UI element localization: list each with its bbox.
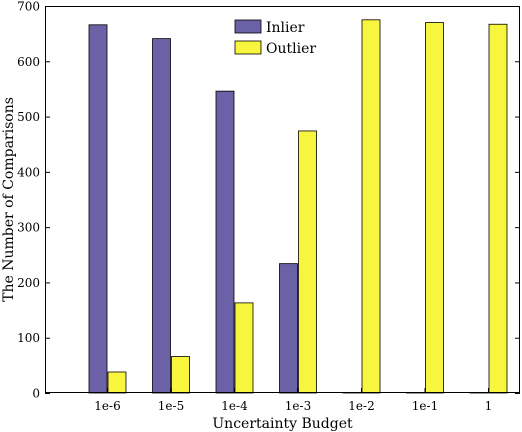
- x-tick-label: 1e-6: [94, 399, 120, 413]
- bar-outlier-1e-6: [107, 371, 127, 394]
- x-tick-label: 1e-3: [285, 399, 311, 413]
- x-tick-label: 1e-5: [158, 399, 184, 413]
- bar-outlier-1: [488, 23, 508, 394]
- y-axis-label: The Number of Comparisons: [1, 97, 17, 302]
- y-tick-label: 100: [17, 331, 40, 345]
- y-tick-label: 300: [17, 221, 40, 235]
- axes-box: [45, 6, 520, 393]
- x-tick-label: 1e-2: [348, 399, 374, 413]
- y-tick-label: 500: [17, 110, 40, 124]
- bars-layer: [88, 19, 508, 394]
- bar-outlier-1e-1: [425, 22, 444, 394]
- bar-inlier-1e-5: [152, 38, 171, 394]
- legend-swatch-outlier: [234, 40, 262, 55]
- x-axis-label: Uncertainty Budget: [212, 416, 353, 432]
- bar-outlier-1e-3: [298, 130, 317, 394]
- bar-outlier-1e-5: [171, 356, 190, 394]
- y-tick-label: 600: [17, 55, 40, 69]
- y-axis-ticks: 0 100 200 300 400 500 600 700: [17, 0, 520, 401]
- legend-label-outlier: Outlier: [266, 41, 316, 57]
- bar-inlier-1e-3: [279, 263, 298, 394]
- x-tick-label: 1: [485, 399, 493, 413]
- bar-inlier-1e-6: [88, 24, 108, 394]
- y-tick-label: 200: [17, 276, 40, 290]
- legend: Inlier Outlier: [234, 19, 316, 57]
- y-tick-label: 700: [17, 0, 40, 14]
- bar-inlier-1e-4: [215, 90, 235, 394]
- bar-outlier-1e-4: [234, 302, 254, 394]
- y-tick-label: 400: [17, 165, 40, 179]
- bar-outlier-1e-2: [361, 19, 381, 394]
- legend-swatch-inlier: [234, 19, 262, 34]
- x-axis-ticks: 1e-6 1e-5 1e-4 1e-3 1e-2 1e-1 1: [94, 388, 492, 413]
- x-tick-label: 1e-1: [412, 399, 438, 413]
- y-tick-label: 0: [32, 387, 40, 401]
- x-tick-label: 1e-4: [221, 399, 248, 413]
- legend-label-inlier: Inlier: [266, 20, 305, 36]
